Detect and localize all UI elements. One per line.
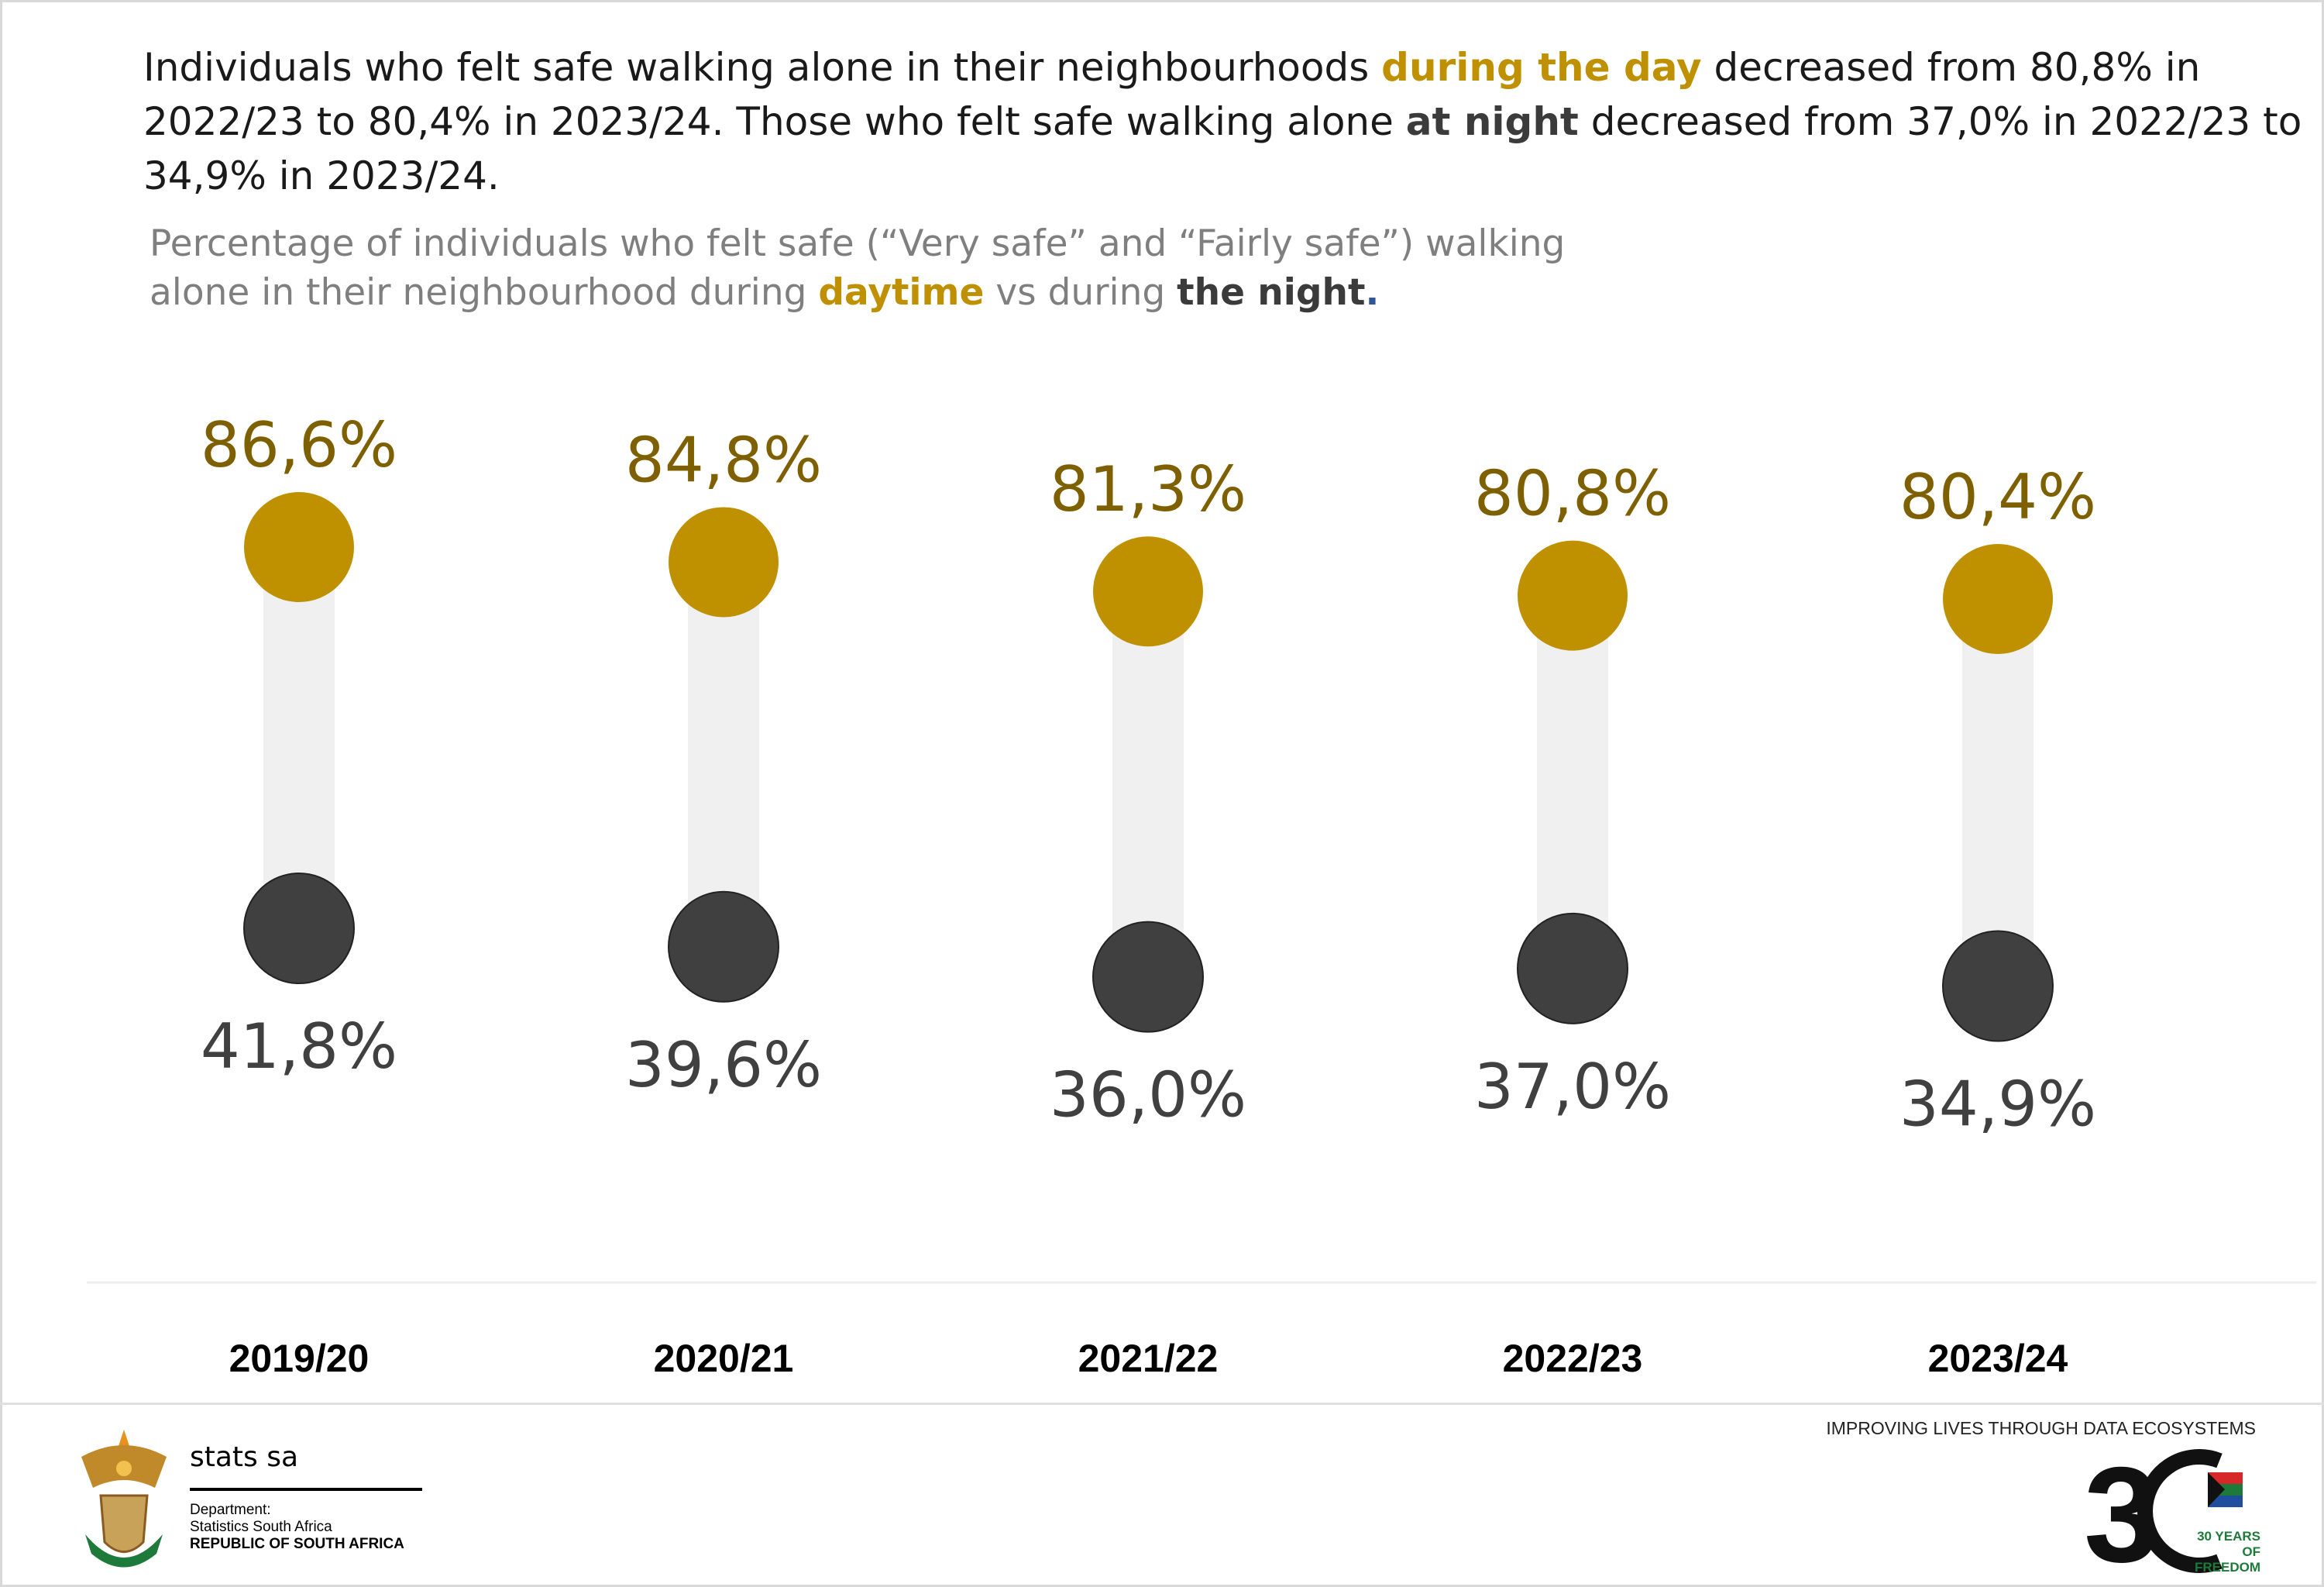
subtitle-day-emphasis: daytime: [818, 271, 985, 314]
night-value-label: 37,0%: [1474, 1051, 1671, 1123]
night-point: [1942, 930, 2054, 1042]
day-value-label: 86,6%: [201, 409, 397, 481]
department-name: Statistics South Africa: [190, 1519, 332, 1535]
day-point: [1943, 543, 2053, 654]
night-value-label: 36,0%: [1050, 1059, 1246, 1131]
night-point: [243, 873, 355, 984]
year-tick-label: 2022/23: [1503, 1337, 1643, 1380]
headline-day-emphasis: during the day: [1381, 45, 1702, 90]
day-point: [1093, 536, 1203, 647]
subtitle-period: .: [1365, 271, 1380, 314]
day-value-label: 84,8%: [625, 424, 822, 496]
thirty-years-logo: 3 30 YEARS OF FREEDOM: [2084, 1445, 2262, 1577]
day-value-label: 80,4%: [1899, 461, 2096, 533]
chart-subtitle: Percentage of individuals who felt safe …: [150, 219, 1621, 317]
connector-bar: [1537, 595, 1608, 969]
night-value-label: 34,9%: [1899, 1069, 2096, 1141]
thirty-years-caption: 30 YEARS OF FREEDOM: [2195, 1529, 2260, 1575]
logo-rule: [190, 1488, 422, 1491]
day-point: [1518, 540, 1628, 651]
night-point: [668, 890, 779, 1003]
day-value-label: 81,3%: [1050, 453, 1246, 525]
subtitle-text: Percentage of individuals who felt safe …: [150, 222, 1566, 314]
connector-bar: [1962, 598, 2033, 986]
subtitle-night-emphasis: the night: [1177, 271, 1366, 314]
night-value-label: 41,8%: [201, 1010, 397, 1083]
headline-text: decreased from 80,8% in 2022/23 to 80,4%…: [143, 45, 2201, 144]
footer-divider: [0, 1403, 2324, 1405]
tagline: IMPROVING LIVES THROUGH DATA ECOSYSTEMS: [1826, 1418, 2256, 1438]
year-tick-label: 2021/22: [1078, 1337, 1219, 1380]
stats-sa-logo: stats sa Department: Statistics South Af…: [70, 1426, 442, 1573]
dumbbell-chart: 86,6% 41,8% 2019/20 84,8% 39,6% 2020/21 81,3% 3…: [87, 409, 2316, 1380]
headline-text: decreased from 37,0% in 2022/23 to 34,9%…: [143, 99, 2302, 198]
night-value-label: 39,6%: [625, 1029, 822, 1101]
year-tick-label: 2019/20: [229, 1337, 370, 1380]
night-point: [1092, 921, 1204, 1033]
connector-bar: [688, 562, 759, 947]
department-label: Department:: [190, 1502, 271, 1518]
connector-bar: [263, 547, 335, 928]
day-point: [669, 507, 779, 618]
thirty-years-of-freedom-icon: 3: [2084, 1445, 2243, 1577]
headline-text: Individuals who felt safe walking alone …: [143, 45, 1382, 90]
stats-sa-name: stats sa: [190, 1441, 299, 1473]
republic-label: REPUBLIC OF SOUTH AFRICA: [190, 1536, 404, 1552]
coat-of-arms-icon: [81, 1430, 167, 1568]
year-tick-label: 2023/24: [1928, 1337, 2068, 1380]
subtitle-text: vs during: [984, 271, 1177, 314]
night-point: [1517, 912, 1628, 1024]
headline: Individuals who felt safe walking alone …: [143, 40, 2312, 203]
connector-bar: [1112, 591, 1184, 977]
year-tick-label: 2020/21: [654, 1337, 794, 1380]
day-value-label: 80,8%: [1474, 458, 1671, 530]
headline-night-emphasis: at night: [1405, 99, 1579, 144]
day-point: [244, 492, 354, 602]
